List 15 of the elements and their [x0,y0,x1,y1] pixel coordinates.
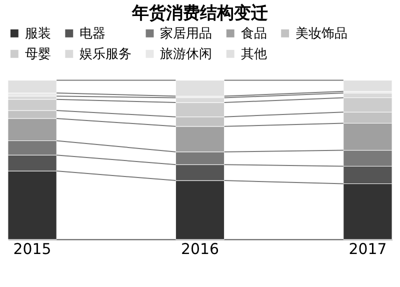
x-tick-label: 2015 [13,240,52,258]
chart-title: 年货消费结构变迁 [131,2,268,23]
legend-label: 食品 [240,26,267,42]
legend-label: 娱乐服务 [80,46,132,62]
legend-label: 家居用品 [160,25,212,42]
bar [8,80,57,94]
legend-label: 美妆饰品 [296,25,348,42]
legend-label: 其他 [240,46,267,62]
x-tick-label: 2017 [348,240,387,258]
legend-label: 旅游休闲 [160,46,212,62]
x-tick-label: 2016 [181,240,219,258]
legend-label: 母婴 [24,46,51,62]
bar [343,80,392,92]
legend-label: 电器 [80,26,106,42]
legend-label: 服装 [24,26,51,42]
